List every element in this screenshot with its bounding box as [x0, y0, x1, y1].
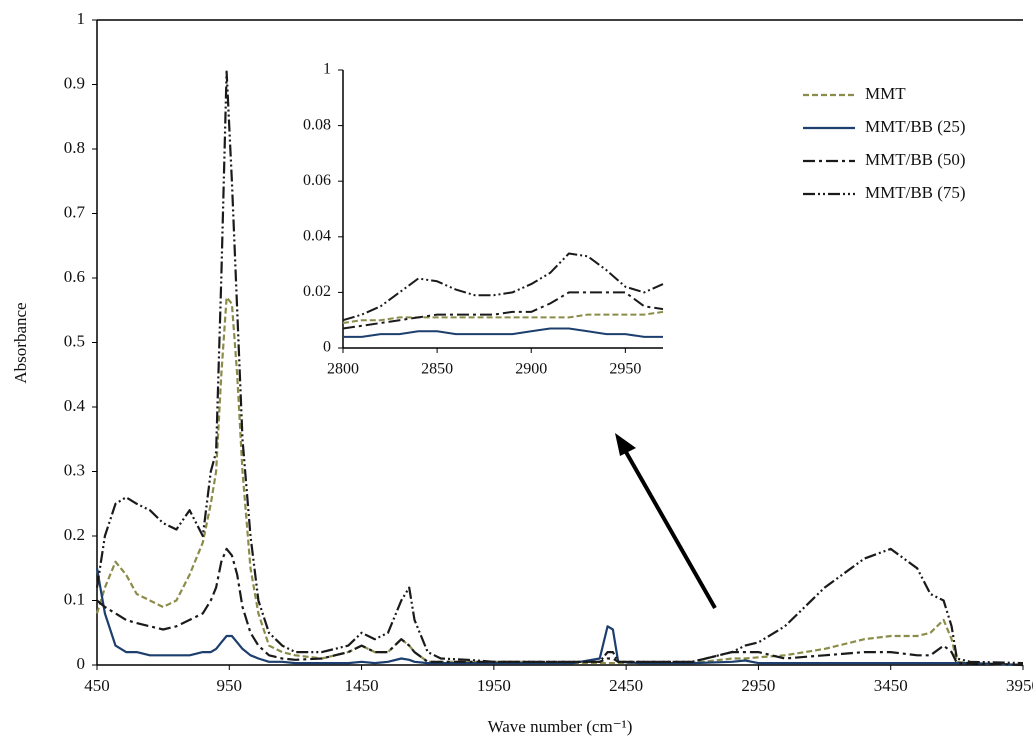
series-line — [95, 296, 1024, 667]
series-line — [95, 70, 1024, 665]
series-line — [95, 568, 1024, 667]
legend-label: MMT — [865, 84, 906, 103]
x-tick-label: 3450 — [874, 676, 908, 695]
x-tick-label: 2850 — [421, 361, 453, 378]
series-line — [96, 547, 1024, 667]
x-tick-label: 2800 — [327, 361, 359, 378]
series-line — [342, 291, 664, 330]
y-tick-label: 0.04 — [303, 227, 331, 244]
series-line — [343, 327, 663, 338]
y-tick-label: 0.3 — [64, 460, 85, 479]
x-axis-title: Wave number (cm⁻¹) — [488, 717, 633, 736]
x-tick-label: 2450 — [609, 676, 643, 695]
x-tick-label: 3950 — [1006, 676, 1033, 695]
y-tick-label: 0.2 — [64, 525, 85, 544]
arrow — [620, 444, 717, 609]
y-tick-label: 0.02 — [303, 283, 331, 300]
x-tick-label: 1950 — [477, 676, 511, 695]
y-tick-label: 0.1 — [64, 589, 85, 608]
series-line — [342, 252, 664, 322]
y-tick-label: 1 — [323, 61, 331, 78]
y-tick-label: 0.9 — [64, 73, 85, 92]
arrow-head — [615, 433, 636, 456]
x-tick-label: 2950 — [609, 361, 641, 378]
legend-label: MMT/BB (75) — [865, 183, 966, 202]
x-tick-label: 450 — [84, 676, 110, 695]
y-tick-label: 0 — [77, 654, 86, 673]
y-tick-label: 0.8 — [64, 138, 85, 157]
y-tick-label: 1 — [77, 9, 86, 28]
y-tick-label: 0.4 — [64, 396, 86, 415]
y-tick-label: 0.6 — [64, 267, 85, 286]
y-tick-label: 0.06 — [303, 172, 331, 189]
legend-label: MMT/BB (25) — [865, 117, 966, 136]
x-tick-label: 1450 — [345, 676, 379, 695]
x-tick-label: 2900 — [515, 361, 547, 378]
x-tick-label: 2950 — [741, 676, 775, 695]
x-tick-label: 950 — [217, 676, 243, 695]
y-tick-label: 0.5 — [64, 331, 85, 350]
y-tick-label: 0 — [323, 339, 331, 356]
y-axis-title: Absorbance — [11, 302, 30, 383]
y-tick-label: 0.08 — [303, 116, 331, 133]
y-tick-label: 0.7 — [64, 202, 86, 221]
legend-label: MMT/BB (50) — [865, 150, 966, 169]
